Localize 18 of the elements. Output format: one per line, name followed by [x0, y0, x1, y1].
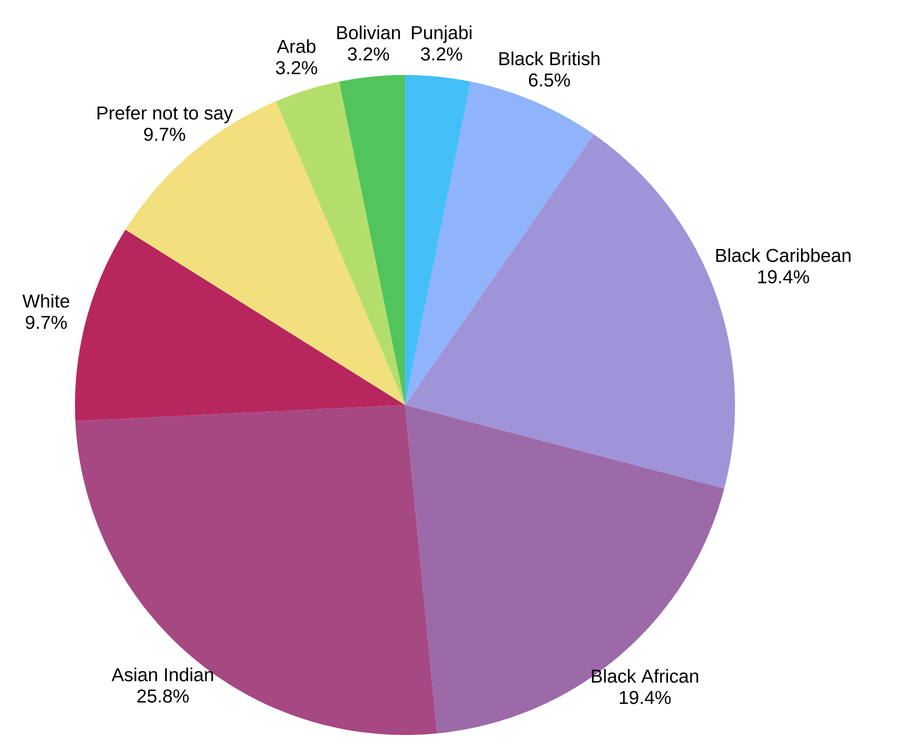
slice-label: Bolivian — [337, 26, 400, 40]
slice-label: Arab — [276, 39, 316, 53]
data-label: 6.5% — [528, 73, 570, 87]
slice-label: White — [22, 294, 70, 308]
slice-label: Black African — [592, 669, 698, 683]
slice-label: Prefer not to say — [98, 106, 233, 124]
slice-label: Black Caribbean — [716, 248, 850, 262]
slice-label: Black British — [499, 52, 600, 66]
slice-label: Asian Indian — [112, 668, 214, 682]
data-label: 25.8% — [137, 689, 189, 703]
data-label: 19.4% — [758, 270, 810, 284]
data-label: 19.4% — [620, 690, 671, 704]
data-label: 3.2% — [276, 61, 318, 74]
data-label: 3.2% — [348, 47, 390, 61]
data-label: 3.2% — [420, 47, 462, 61]
slice-label: Punjabi — [412, 26, 472, 43]
data-label: 9.7% — [144, 128, 186, 141]
data-label: 9.7% — [26, 316, 67, 330]
